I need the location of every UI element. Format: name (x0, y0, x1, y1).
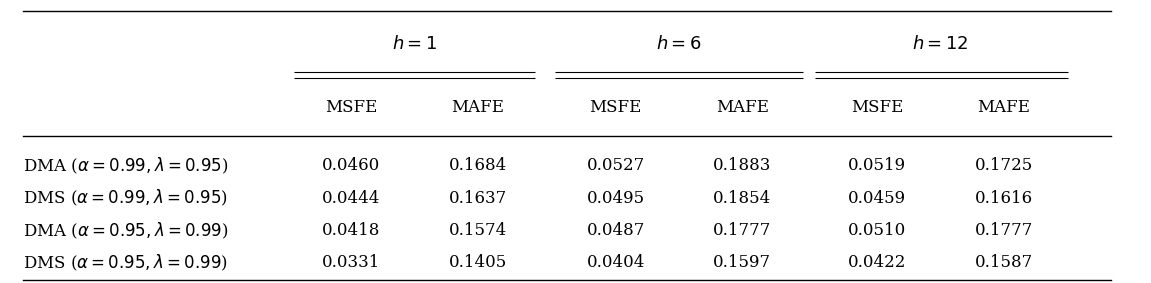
Text: $h = 1$: $h = 1$ (391, 35, 437, 53)
Text: 0.1597: 0.1597 (714, 254, 771, 271)
Text: MAFE: MAFE (977, 99, 1030, 116)
Text: $h = 6$: $h = 6$ (656, 35, 702, 53)
Text: 0.1587: 0.1587 (975, 254, 1032, 271)
Text: 0.1637: 0.1637 (449, 190, 506, 207)
Text: MAFE: MAFE (451, 99, 504, 116)
Text: 0.0444: 0.0444 (322, 190, 380, 207)
Text: 0.0487: 0.0487 (587, 222, 645, 239)
Text: 0.1405: 0.1405 (449, 254, 506, 271)
Text: 0.0495: 0.0495 (587, 190, 645, 207)
Text: 0.0422: 0.0422 (848, 254, 906, 271)
Text: 0.0459: 0.0459 (848, 190, 906, 207)
Text: MSFE: MSFE (589, 99, 642, 116)
Text: 0.0418: 0.0418 (322, 222, 380, 239)
Text: 0.1684: 0.1684 (449, 157, 506, 174)
Text: MAFE: MAFE (716, 99, 769, 116)
Text: 0.1616: 0.1616 (975, 190, 1032, 207)
Text: 0.1777: 0.1777 (714, 222, 771, 239)
Text: DMS ($\alpha = 0.95, \lambda = 0.99$): DMS ($\alpha = 0.95, \lambda = 0.99$) (23, 253, 228, 273)
Text: MSFE: MSFE (851, 99, 904, 116)
Text: DMS ($\alpha = 0.99, \lambda = 0.95$): DMS ($\alpha = 0.99, \lambda = 0.95$) (23, 188, 228, 208)
Text: $h = 12$: $h = 12$ (912, 35, 969, 53)
Text: 0.0460: 0.0460 (322, 157, 380, 174)
Text: 0.1777: 0.1777 (975, 222, 1032, 239)
Text: 0.1883: 0.1883 (714, 157, 771, 174)
Text: DMA ($\alpha = 0.99, \lambda = 0.95$): DMA ($\alpha = 0.99, \lambda = 0.95$) (23, 156, 228, 176)
Text: 0.1574: 0.1574 (449, 222, 506, 239)
Text: 0.0331: 0.0331 (322, 254, 380, 271)
Text: 0.1854: 0.1854 (714, 190, 771, 207)
Text: 0.1725: 0.1725 (975, 157, 1032, 174)
Text: DMA ($\alpha = 0.95, \lambda = 0.99$): DMA ($\alpha = 0.95, \lambda = 0.99$) (23, 220, 228, 241)
Text: MSFE: MSFE (325, 99, 378, 116)
Text: 0.0510: 0.0510 (848, 222, 906, 239)
Text: 0.0527: 0.0527 (587, 157, 645, 174)
Text: 0.0519: 0.0519 (848, 157, 906, 174)
Text: 0.0404: 0.0404 (587, 254, 645, 271)
